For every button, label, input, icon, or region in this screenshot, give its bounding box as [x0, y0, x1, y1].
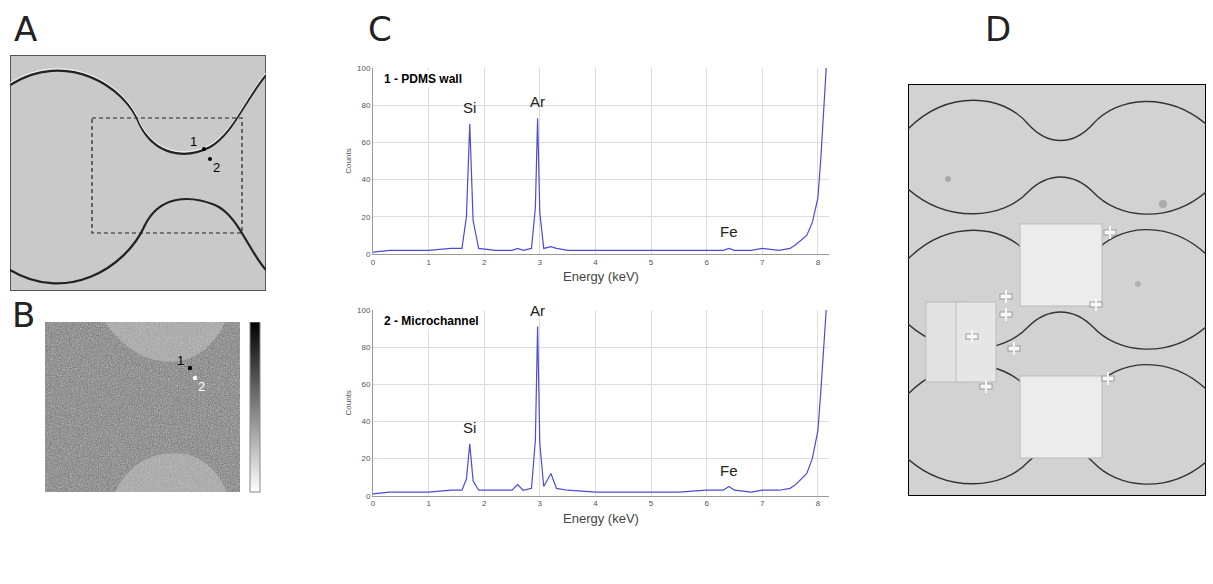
- svg-text:4: 4: [593, 499, 598, 508]
- svg-text:6: 6: [704, 499, 709, 508]
- svg-text:Counts: Counts: [344, 390, 353, 415]
- svg-text:5: 5: [649, 499, 654, 508]
- svg-text:7: 7: [760, 258, 765, 267]
- svg-text:0: 0: [371, 258, 376, 267]
- svg-text:7: 7: [760, 499, 765, 508]
- svg-text:Si: Si: [463, 419, 476, 436]
- svg-text:1: 1: [190, 134, 197, 149]
- svg-text:2 - Microchannel: 2 - Microchannel: [384, 314, 479, 328]
- svg-text:100: 100: [357, 306, 371, 315]
- svg-text:2: 2: [213, 160, 220, 175]
- svg-text:1: 1: [177, 353, 184, 368]
- svg-text:40: 40: [361, 417, 370, 426]
- svg-text:5: 5: [649, 258, 654, 267]
- svg-text:6: 6: [704, 258, 709, 267]
- svg-text:2: 2: [482, 258, 487, 267]
- svg-text:2: 2: [482, 499, 487, 508]
- svg-text:Ar: Ar: [530, 302, 545, 319]
- svg-text:Si: Si: [463, 99, 476, 116]
- svg-text:20: 20: [361, 454, 370, 463]
- svg-text:100: 100: [357, 64, 371, 73]
- svg-text:1 - PDMS wall: 1 - PDMS wall: [384, 72, 462, 86]
- html-text:A: A: [14, 9, 38, 49]
- svg-text:8: 8: [816, 499, 821, 508]
- html-text:C: C: [368, 9, 392, 49]
- svg-text:Fe: Fe: [720, 462, 738, 479]
- svg-text:Fe: Fe: [720, 223, 738, 240]
- svg-text:80: 80: [361, 343, 370, 352]
- svg-text:60: 60: [361, 138, 370, 147]
- html-text:B: B: [12, 295, 36, 335]
- svg-text:8: 8: [816, 258, 821, 267]
- svg-text:0: 0: [371, 499, 376, 508]
- svg-text:40: 40: [361, 175, 370, 184]
- svg-text:0: 0: [366, 250, 371, 259]
- svg-text:60: 60: [361, 380, 370, 389]
- svg-text:1: 1: [426, 499, 431, 508]
- svg-text:3: 3: [538, 258, 543, 267]
- svg-text:Energy (keV): Energy (keV): [563, 511, 639, 526]
- svg-text:80: 80: [361, 101, 370, 110]
- svg-text:20: 20: [361, 213, 370, 222]
- svg-text:Ar: Ar: [530, 93, 545, 110]
- svg-text:4: 4: [593, 258, 598, 267]
- svg-text:0: 0: [366, 492, 371, 501]
- svg-text:2: 2: [198, 379, 205, 394]
- svg-text:3: 3: [538, 499, 543, 508]
- html-text:D: D: [985, 9, 1012, 49]
- svg-text:Energy (keV): Energy (keV): [563, 269, 639, 284]
- svg-text:Counts: Counts: [344, 148, 353, 173]
- svg-text:1: 1: [426, 258, 431, 267]
